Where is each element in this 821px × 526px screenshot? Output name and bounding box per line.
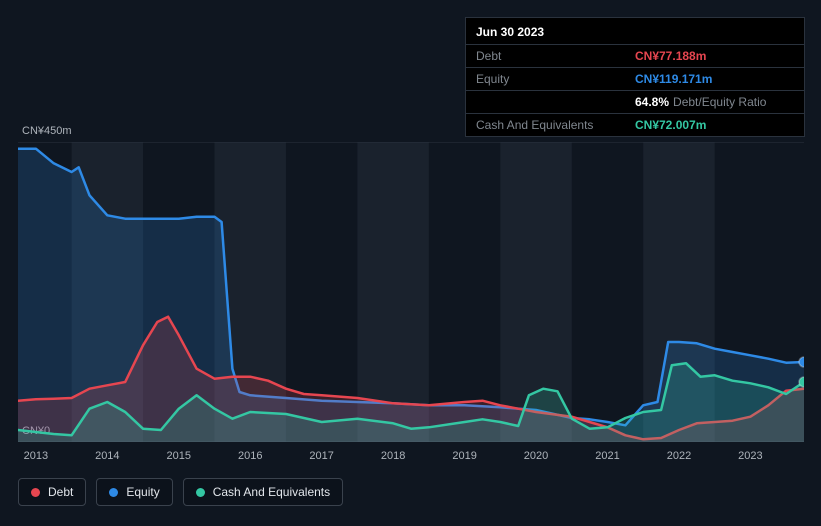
tooltip-label: Debt: [476, 49, 635, 63]
legend-label: Equity: [126, 485, 159, 499]
tooltip-value: CN¥77.188m: [635, 49, 794, 63]
dot-icon: [31, 488, 40, 497]
tooltip-ratio-sub: Debt/Equity Ratio: [673, 95, 766, 109]
xaxis: 2013 2014 2015 2016 2017 2018 2019 2020 2021 2022…: [18, 450, 804, 466]
legend-item-cash[interactable]: Cash And Equivalents: [183, 478, 343, 506]
tooltip-ratio-pct: 64.8%: [635, 95, 669, 109]
xaxis-tick: 2016: [238, 450, 262, 462]
xaxis-tick: 2023: [738, 450, 762, 462]
chart-tooltip: Jun 30 2023 Debt CN¥77.188m Equity CN¥11…: [465, 17, 805, 137]
dot-icon: [109, 488, 118, 497]
xaxis-tick: 2021: [595, 450, 619, 462]
xaxis-tick: 2013: [24, 450, 48, 462]
chart-svg: [18, 142, 804, 442]
tooltip-date: Jun 30 2023: [466, 18, 804, 44]
xaxis-tick: 2022: [667, 450, 691, 462]
legend-label: Debt: [48, 485, 73, 499]
debt-equity-chart[interactable]: [18, 142, 804, 442]
yaxis-max-label: CN¥450m: [22, 125, 72, 137]
xaxis-tick: 2014: [95, 450, 119, 462]
dot-icon: [196, 488, 205, 497]
legend-item-equity[interactable]: Equity: [96, 478, 172, 506]
tooltip-label: Cash And Equivalents: [476, 118, 635, 132]
legend-item-debt[interactable]: Debt: [18, 478, 86, 506]
xaxis-tick: 2017: [309, 450, 333, 462]
tooltip-label: [476, 95, 635, 109]
xaxis-tick: 2018: [381, 450, 405, 462]
tooltip-row-equity: Equity CN¥119.171m: [466, 67, 804, 90]
tooltip-value: CN¥119.171m: [635, 72, 794, 86]
xaxis-tick: 2020: [524, 450, 548, 462]
xaxis-tick: 2019: [452, 450, 476, 462]
xaxis-tick: 2015: [167, 450, 191, 462]
tooltip-value: 64.8% Debt/Equity Ratio: [635, 95, 794, 109]
legend-label: Cash And Equivalents: [213, 485, 330, 499]
tooltip-row-ratio: 64.8% Debt/Equity Ratio: [466, 90, 804, 113]
tooltip-row-cash: Cash And Equivalents CN¥72.007m: [466, 113, 804, 136]
legend: Debt Equity Cash And Equivalents: [18, 478, 343, 506]
tooltip-value: CN¥72.007m: [635, 118, 794, 132]
tooltip-label: Equity: [476, 72, 635, 86]
tooltip-row-debt: Debt CN¥77.188m: [466, 44, 804, 67]
